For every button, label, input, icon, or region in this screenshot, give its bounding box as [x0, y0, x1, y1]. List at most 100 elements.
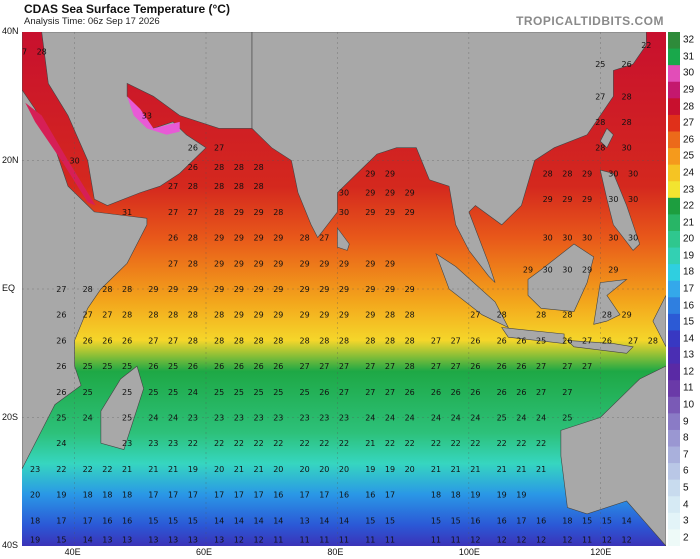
sst-value-label: 30: [543, 234, 553, 243]
sst-value-label: 15: [451, 516, 461, 525]
sst-value-label: 28: [536, 311, 546, 320]
sst-value-label: 19: [188, 465, 198, 474]
lat-axis-label: EQ: [2, 283, 16, 293]
sst-value-label: 25: [254, 388, 264, 397]
sst-value-label: 12: [516, 536, 526, 545]
sst-value-label: 23: [148, 439, 158, 448]
sst-value-label: 17: [56, 516, 66, 525]
sst-value-label: 30: [70, 157, 80, 166]
australia-landmass: [560, 365, 666, 546]
sst-value-label: 29: [214, 234, 224, 243]
sst-value-label: 30: [628, 195, 638, 204]
lon-axis-label: 60E: [196, 547, 213, 557]
sst-value-label: 26: [188, 144, 198, 153]
sst-value-label: 22: [319, 439, 329, 448]
colorbar-tick-label: 18: [683, 266, 695, 278]
sst-value-label: 14: [234, 516, 244, 525]
colorbar-segment: [668, 214, 680, 232]
sst-value-label: 27: [628, 336, 638, 345]
sst-value-label: 26: [102, 336, 112, 345]
sst-value-label: 22: [516, 439, 526, 448]
sst-value-label: 28: [188, 182, 198, 191]
sst-value-label: 22: [102, 465, 112, 474]
colorbar-segment: [668, 264, 680, 282]
sst-value-label: 30: [339, 208, 349, 217]
java-island: [501, 327, 565, 344]
sst-value-label: 18: [562, 516, 572, 525]
sst-value-label: 13: [300, 516, 310, 525]
sst-value-label: 28: [319, 336, 329, 345]
sst-value-label: 12: [234, 536, 244, 545]
sst-value-label: 15: [188, 516, 198, 525]
sst-value-label: 28: [273, 208, 283, 217]
sst-value-label: 16: [365, 491, 375, 500]
sst-value-label: 27: [582, 336, 592, 345]
sst-value-label: 28: [385, 311, 395, 320]
sst-value-label: 29: [234, 311, 244, 320]
sst-value-label: 24: [536, 414, 546, 423]
colorbar-segment: [668, 280, 680, 298]
colorbar-segment: [668, 32, 680, 50]
sst-value-label: 13: [102, 536, 112, 545]
sst-value-label: 17: [300, 491, 310, 500]
lat-axis-label: 40S: [2, 540, 19, 550]
sst-value-label: 29: [608, 266, 618, 275]
sst-value-label: 24: [405, 414, 415, 423]
sst-value-label: 27: [148, 336, 158, 345]
lat-axis-label: 40N: [2, 26, 19, 36]
sst-value-label: 29: [622, 311, 632, 320]
sst-value-label: 28: [83, 285, 93, 294]
arabia-landmass: [41, 32, 253, 206]
sst-value-label: 28: [405, 336, 415, 345]
sst-value-label: 26: [562, 336, 572, 345]
sst-value-label: 17: [83, 516, 93, 525]
sst-value-label: 29: [365, 169, 375, 178]
sst-value-label: 26: [122, 336, 132, 345]
sst-value-label: 18: [30, 516, 40, 525]
sst-value-label: 29: [582, 266, 592, 275]
sst-value-label: 28: [405, 311, 415, 320]
colorbar-tick-label: 28: [683, 101, 695, 113]
sst-value-label: 20: [319, 465, 329, 474]
sst-value-label: 21: [122, 465, 132, 474]
sst-value-label: 24: [516, 414, 526, 423]
sst-value-label: 26: [451, 388, 461, 397]
sst-value-label: 28: [188, 234, 198, 243]
sst-value-label: 29: [405, 189, 415, 198]
sst-value-label: 19: [365, 465, 375, 474]
sst-value-label: 21: [234, 465, 244, 474]
sst-value-label: 12: [622, 536, 632, 545]
sst-value-label: 27: [431, 362, 441, 371]
sst-value-label: 11: [365, 536, 375, 545]
sst-value-label: 15: [148, 516, 158, 525]
sst-value-label: 29: [254, 311, 264, 320]
sst-value-label: 11: [339, 536, 349, 545]
sst-value-label: 26: [319, 388, 329, 397]
sst-value-label: 30: [582, 234, 592, 243]
sst-value-label: 26: [56, 362, 66, 371]
sst-value-label: 16: [497, 516, 507, 525]
sst-value-label: 28: [188, 311, 198, 320]
sst-value-label: 31: [122, 208, 132, 217]
sst-value-label: 21: [536, 465, 546, 474]
colorbar-segment: [668, 48, 680, 66]
colorbar-tick-label: 26: [683, 134, 695, 146]
sst-value-label: 19: [497, 491, 507, 500]
sst-value-label: 17: [516, 516, 526, 525]
colorbar-segment: [668, 98, 680, 116]
sst-value-label: 22: [234, 439, 244, 448]
sst-value-label: 22: [83, 465, 93, 474]
sst-value-label: 28: [595, 144, 605, 153]
lon-axis-label: 120E: [590, 547, 612, 557]
sst-value-label: 27: [451, 362, 461, 371]
sst-value-label: 29: [214, 285, 224, 294]
sst-value-label: 20: [405, 465, 415, 474]
sst-value-label: 25: [102, 362, 112, 371]
sst-value-label: 27: [536, 362, 546, 371]
sst-value-label: 24: [83, 414, 93, 423]
sst-value-label: 28: [102, 285, 112, 294]
sst-value-label: 16: [470, 516, 480, 525]
sst-value-label: 28: [148, 311, 158, 320]
colorbar-segment: [668, 330, 680, 348]
sst-value-label: 24: [470, 414, 480, 423]
